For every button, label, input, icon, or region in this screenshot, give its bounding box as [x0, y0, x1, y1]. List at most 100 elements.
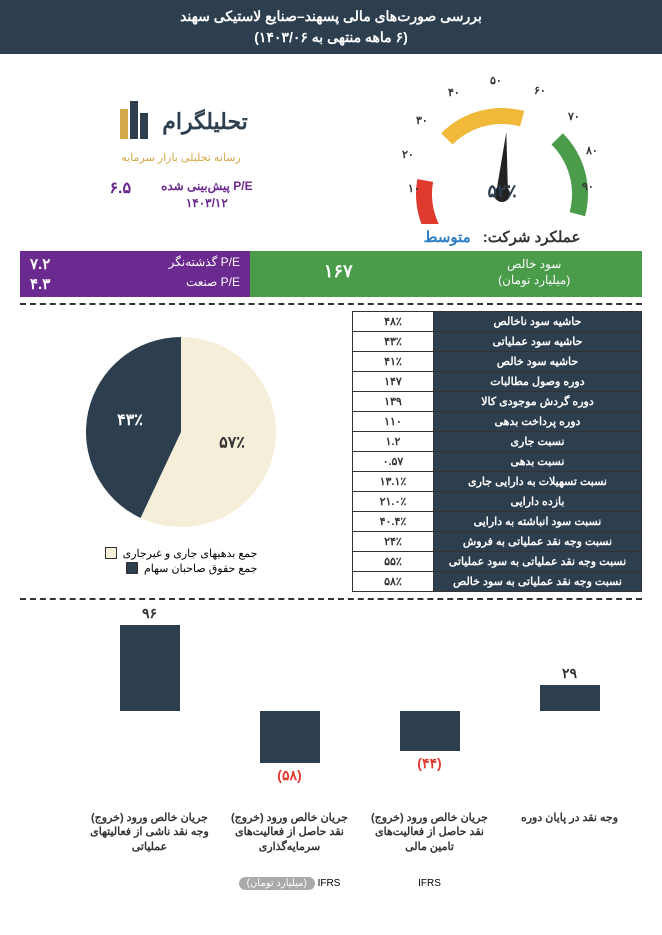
- perf-label: عملکرد شرکت:: [483, 228, 581, 246]
- svg-text:۴۳٪: ۴۳٪: [117, 411, 143, 428]
- ratio-value: ۱۴۷: [353, 372, 434, 392]
- gauge-tick: ۶۰: [534, 84, 546, 97]
- ratio-label: بازده دارایی: [433, 492, 641, 512]
- metric-row: سود خالص (میلیارد تومان) ۱۶۷ P/E گذشته‌ن…: [0, 251, 662, 297]
- legend-swatch: [105, 547, 117, 559]
- logo-block: تحلیلگرام رسانه تحلیلی بازار سرمایه P/E …: [20, 64, 342, 246]
- bar-category: وجه نقد در پایان دوره: [507, 811, 632, 825]
- ratio-value: ۰.۵۷: [353, 452, 434, 472]
- legend-label: جمع حقوق صاحبان سهام: [144, 562, 257, 575]
- ratio-value: ۲۱.۰٪: [353, 492, 434, 512]
- ratio-value: ۲۴٪: [353, 532, 434, 552]
- pe-row-label: P/E گذشته‌نگر: [169, 255, 240, 273]
- ratio-row: نسبت تسهیلات به دارایی جاری۱۳.۱٪: [353, 472, 642, 492]
- gauge-tick: ۲۰: [402, 148, 414, 161]
- pe-forward-label-col: P/E پیش‌بینی شده ۱۴۰۳/۱۲: [161, 178, 253, 212]
- ratio-label: دوره وصول مطالبات: [433, 372, 641, 392]
- legend-label: جمع بدهیهای جاری و غیرجاری: [123, 547, 258, 560]
- ratio-value: ۴۸٪: [353, 312, 434, 332]
- pe-row: P/E گذشته‌نگر ۷.۲: [30, 255, 240, 273]
- svg-text:۵۷٪: ۵۷٪: [219, 434, 245, 451]
- net-profit-label: سود خالص (میلیارد تومان): [426, 251, 642, 297]
- logo-row: تحلیلگرام: [114, 99, 248, 145]
- legend-item: جمع بدهیهای جاری و غیرجاری: [105, 547, 258, 560]
- pe-row-label: P/E صنعت: [186, 275, 240, 293]
- bar-value: (۴۴): [367, 755, 492, 772]
- top-section: ۵۲٪ ۱۰۲۰۳۰۴۰۵۰۶۰۷۰۸۰۹۰ عملکرد شرکت: متوس…: [0, 54, 662, 251]
- bar-footer: IFRS: [367, 878, 492, 889]
- ratio-row: حاشیه سود عملیاتی۴۳٪: [353, 332, 642, 352]
- ratio-value: ۱.۲: [353, 432, 434, 452]
- ratio-label: حاشیه سود ناخالص: [433, 312, 641, 332]
- ratio-row: دوره وصول مطالبات۱۴۷: [353, 372, 642, 392]
- pe-box: P/E گذشته‌نگر ۷.۲ P/E صنعت ۴.۳: [20, 251, 250, 297]
- bar-value: ۹۶: [87, 605, 212, 622]
- mid-section: حاشیه سود ناخالص۴۸٪حاشیه سود عملیاتی۴۳٪ح…: [0, 311, 662, 592]
- bar: [120, 625, 180, 711]
- bar: [260, 711, 320, 763]
- ratio-label: حاشیه سود عملیاتی: [433, 332, 641, 352]
- ratio-value: ۵۵٪: [353, 552, 434, 572]
- report-header: بررسی صورت‌های مالی پسهند–صنایع لاستیکی …: [0, 0, 662, 54]
- ratio-value: ۱۳۹: [353, 392, 434, 412]
- gauge-chart: ۵۲٪ ۱۰۲۰۳۰۴۰۵۰۶۰۷۰۸۰۹۰: [382, 64, 622, 224]
- net-profit-value: ۱۶۷: [250, 251, 426, 297]
- bar-value: ۲۹: [507, 665, 632, 682]
- ratio-label: نسبت سود انباشته به دارایی: [433, 512, 641, 532]
- bar-section: ۲۹ (۴۴) (۵۸) ۹۶ وجه نقد در پایان دوره جریان …: [0, 606, 662, 916]
- ratio-row: نسبت وجه نقد عملیاتی به سود عملیاتی۵۵٪: [353, 552, 642, 572]
- pie-legend: جمع بدهیهای جاری و غیرجاری جمع حقوق صاحبا…: [105, 545, 258, 577]
- separator: [20, 303, 642, 305]
- ifrs-label: IFRS: [418, 878, 441, 889]
- ratio-row: نسبت وجه نقد عملیاتی به فروش۲۴٪: [353, 532, 642, 552]
- net-profit-box: سود خالص (میلیارد تومان) ۱۶۷: [250, 251, 642, 297]
- pe-row-value: ۴.۳: [30, 275, 50, 293]
- ratio-row: نسبت جاری۱.۲: [353, 432, 642, 452]
- gauge-tick: ۱۰: [408, 182, 420, 195]
- gauge-value: ۵۲٪: [487, 181, 516, 202]
- ratio-label: دوره پرداخت بدهی: [433, 412, 641, 432]
- bar-category: جریان خالص ورود (خروج) وجه نقد ناشی از ف…: [87, 811, 212, 854]
- ratio-row: حاشیه سود خالص۴۱٪: [353, 352, 642, 372]
- ratio-row: دوره پرداخت بدهی۱۱۰: [353, 412, 642, 432]
- ratio-value: ۱۱۰: [353, 412, 434, 432]
- ratio-row: بازده دارایی۲۱.۰٪: [353, 492, 642, 512]
- ratio-value: ۵۸٪: [353, 572, 434, 592]
- ratio-value: ۴۰.۴٪: [353, 512, 434, 532]
- gauge-tick: ۵۰: [490, 74, 502, 87]
- gauge-tick: ۸۰: [586, 144, 598, 157]
- ratio-label: نسبت بدهی: [433, 452, 641, 472]
- ratio-label: حاشیه سود خالص: [433, 352, 641, 372]
- ratio-label: نسبت وجه نقد عملیاتی به سود خالص: [433, 572, 641, 592]
- logo-subtitle: رسانه تحلیلی بازار سرمایه: [121, 151, 241, 164]
- ratios-table: حاشیه سود ناخالص۴۸٪حاشیه سود عملیاتی۴۳٪ح…: [352, 311, 642, 592]
- perf-value: متوسط: [424, 228, 471, 246]
- ratio-value: ۱۳.۱٪: [353, 472, 434, 492]
- pe-row-value: ۷.۲: [30, 255, 50, 273]
- header-title: بررسی صورت‌های مالی پسهند–صنایع لاستیکی …: [10, 6, 652, 27]
- ratio-row: نسبت وجه نقد عملیاتی به سود خالص۵۸٪: [353, 572, 642, 592]
- ratio-row: حاشیه سود ناخالص۴۸٪: [353, 312, 642, 332]
- ratio-label: نسبت تسهیلات به دارایی جاری: [433, 472, 641, 492]
- ratio-label: نسبت جاری: [433, 432, 641, 452]
- legend-swatch: [126, 562, 138, 574]
- cashflow-bar-chart: ۲۹(۴۴)(۵۸)۹۶ وجه نقد در پایان دورهجریان …: [20, 616, 642, 896]
- bar-category: جریان خالص ورود (خروج) نقد حاصل از فعالی…: [367, 811, 492, 854]
- unit-badge: (میلیارد تومان): [239, 877, 315, 890]
- bar-footer: IFRS (میلیارد تومان): [227, 878, 352, 889]
- ratio-row: نسبت سود انباشته به دارایی۴۰.۴٪: [353, 512, 642, 532]
- gauge-block: ۵۲٪ ۱۰۲۰۳۰۴۰۵۰۶۰۷۰۸۰۹۰ عملکرد شرکت: متوس…: [362, 64, 642, 246]
- ratio-value: ۴۱٪: [353, 352, 434, 372]
- logo-text: تحلیلگرام: [162, 109, 248, 135]
- pe-forward-block: P/E پیش‌بینی شده ۱۴۰۳/۱۲ ۶.۵: [109, 178, 252, 212]
- logo-icon: [114, 99, 154, 145]
- separator-2: [20, 598, 642, 600]
- report-container: بررسی صورت‌های مالی پسهند–صنایع لاستیکی …: [0, 0, 662, 916]
- bar-value: (۵۸): [227, 767, 352, 784]
- ratio-label: نسبت وجه نقد عملیاتی به فروش: [433, 532, 641, 552]
- pe-forward-label: P/E پیش‌بینی شده: [161, 178, 253, 195]
- pie-chart: ۵۷٪ ۴۳٪: [76, 327, 286, 537]
- ratio-label: نسبت وجه نقد عملیاتی به سود عملیاتی: [433, 552, 641, 572]
- gauge-tick: ۳۰: [416, 114, 428, 127]
- ratio-row: نسبت بدهی۰.۵۷: [353, 452, 642, 472]
